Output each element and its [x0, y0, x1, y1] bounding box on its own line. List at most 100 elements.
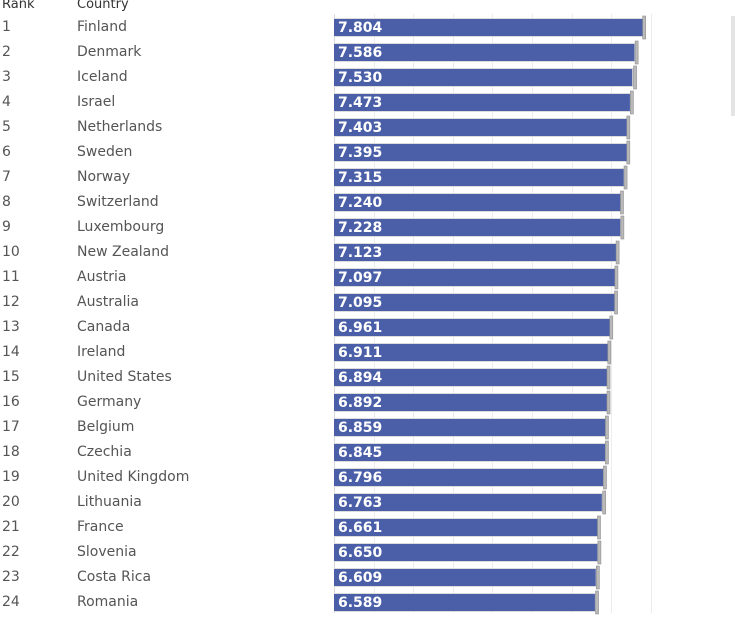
rank-cell: 6 — [2, 144, 11, 160]
score-label: 6.845 — [338, 445, 382, 461]
interval-marker — [626, 115, 631, 140]
table-row[interactable]: 12 Australia — [0, 290, 735, 315]
score-bar[interactable] — [334, 494, 602, 511]
score-label: 6.894 — [338, 370, 383, 386]
interval-marker — [597, 515, 601, 540]
rank-cell: 19 — [2, 469, 20, 485]
score-bar[interactable] — [334, 294, 615, 311]
country-cell: Finland — [77, 19, 128, 35]
vertical-scrollbar[interactable] — [727, 0, 735, 617]
score-bar[interactable] — [334, 319, 610, 336]
score-label: 7.473 — [338, 95, 382, 111]
country-cell: Luxembourg — [77, 219, 165, 235]
rank-cell: 4 — [2, 94, 11, 110]
score-bar[interactable] — [334, 169, 624, 186]
score-bar[interactable] — [334, 444, 606, 461]
table-row[interactable]: 14 Ireland — [0, 340, 735, 365]
score-label: 7.403 — [338, 120, 382, 136]
score-bar[interactable] — [334, 344, 608, 361]
score-bar[interactable] — [334, 244, 617, 261]
table-row[interactable]: 10 New Zealand — [0, 240, 735, 265]
table-row[interactable]: 16 Germany — [0, 390, 735, 415]
country-cell: Costa Rica — [77, 569, 152, 585]
rank-cell: 23 — [2, 569, 20, 585]
ranking-rows: 1 Finland 2 Denmark 3 Iceland 4 Israel 5 Netherla… — [0, 15, 735, 615]
score-bar[interactable] — [334, 44, 635, 61]
country-cell: Australia — [77, 294, 139, 310]
score-bar[interactable] — [334, 194, 621, 211]
score-label: 7.123 — [338, 245, 382, 261]
table-row[interactable]: 7 Norway — [0, 165, 735, 190]
table-row[interactable]: 21 France — [0, 515, 735, 540]
score-bar[interactable] — [334, 144, 627, 161]
score-bar[interactable] — [334, 369, 608, 386]
interval-marker — [596, 565, 600, 590]
score-bar[interactable] — [334, 269, 616, 286]
table-row[interactable]: 24 Romania — [0, 590, 735, 615]
interval-marker — [606, 390, 611, 415]
rank-cell: 18 — [2, 444, 20, 460]
table-row[interactable]: 11 Austria — [0, 265, 735, 290]
rank-cell: 24 — [2, 594, 20, 610]
scrollbar-thumb[interactable] — [731, 16, 735, 116]
score-bar[interactable] — [334, 544, 598, 561]
country-cell: Germany — [77, 394, 142, 410]
interval-marker — [609, 315, 614, 340]
table-row[interactable]: 5 Netherlands — [0, 115, 735, 140]
score-bar[interactable] — [334, 394, 607, 411]
score-bar[interactable] — [334, 94, 630, 111]
interval-marker — [605, 440, 609, 465]
country-column-header: Country — [77, 0, 129, 12]
country-cell: Czechia — [77, 444, 132, 460]
interval-marker — [603, 465, 607, 490]
table-row[interactable]: 4 Israel — [0, 90, 735, 115]
table-row[interactable]: 20 Lithuania — [0, 490, 735, 515]
table-row[interactable]: 3 Iceland — [0, 65, 735, 90]
rank-cell: 22 — [2, 544, 20, 560]
score-bar[interactable] — [334, 569, 596, 586]
score-label: 7.228 — [338, 220, 382, 236]
score-bar[interactable] — [334, 419, 606, 436]
table-row[interactable]: 2 Denmark — [0, 40, 735, 65]
score-label: 7.240 — [338, 195, 383, 211]
country-cell: Denmark — [77, 44, 142, 60]
interval-marker — [615, 240, 620, 265]
score-label: 7.395 — [338, 145, 382, 161]
interval-marker — [614, 290, 618, 315]
interval-marker — [597, 540, 602, 565]
interval-marker — [614, 265, 619, 290]
score-bar[interactable] — [334, 469, 604, 486]
score-bar[interactable] — [334, 519, 598, 536]
country-cell: Slovenia — [77, 544, 137, 560]
score-bar[interactable] — [334, 19, 644, 36]
interval-marker — [620, 190, 624, 215]
table-row[interactable]: 18 Czechia — [0, 440, 735, 465]
table-row[interactable]: 19 United Kingdom — [0, 465, 735, 490]
interval-marker — [607, 340, 612, 365]
table-row[interactable]: 9 Luxembourg — [0, 215, 735, 240]
table-row[interactable]: 22 Slovenia — [0, 540, 735, 565]
rank-cell: 17 — [2, 419, 20, 435]
table-row[interactable]: 8 Switzerland — [0, 190, 735, 215]
table-row[interactable]: 17 Belgium — [0, 415, 735, 440]
score-bar[interactable] — [334, 69, 633, 86]
table-row[interactable]: 23 Costa Rica — [0, 565, 735, 590]
rank-cell: 10 — [2, 244, 20, 260]
table-row[interactable]: 13 Canada — [0, 315, 735, 340]
interval-marker — [606, 365, 611, 390]
score-bar[interactable] — [334, 219, 621, 236]
table-row[interactable]: 15 United States — [0, 365, 735, 390]
score-bar[interactable] — [334, 119, 628, 136]
rank-cell: 12 — [2, 294, 20, 310]
rank-cell: 20 — [2, 494, 20, 510]
country-cell: Iceland — [77, 69, 128, 85]
score-bar[interactable] — [334, 594, 595, 611]
rank-cell: 8 — [2, 194, 11, 210]
score-label: 6.859 — [338, 420, 382, 436]
score-label: 7.530 — [338, 70, 383, 86]
table-row[interactable]: 1 Finland — [0, 15, 735, 40]
table-row[interactable]: 6 Sweden — [0, 140, 735, 165]
rank-cell: 11 — [2, 269, 20, 285]
rank-cell: 13 — [2, 319, 20, 335]
